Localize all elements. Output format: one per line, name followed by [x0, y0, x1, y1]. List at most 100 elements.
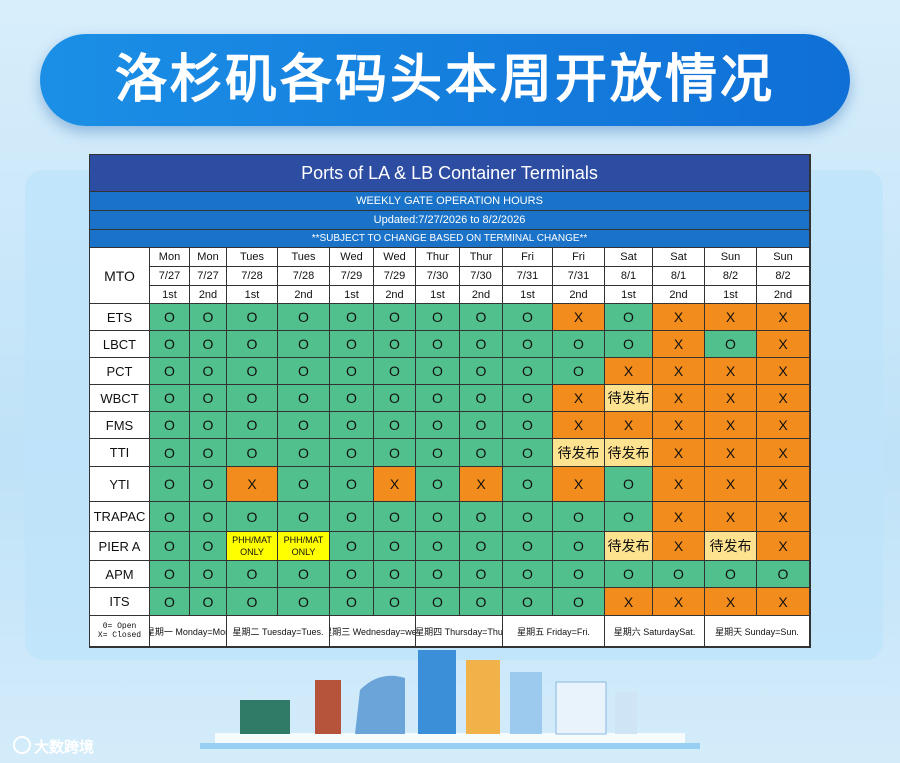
status-cell: X	[757, 467, 810, 502]
status-cell: O	[503, 532, 553, 561]
status-cell: O	[416, 331, 460, 358]
day-header: Mon	[190, 248, 227, 267]
status-cell: O	[605, 467, 653, 502]
terminal-name: APM	[90, 561, 150, 588]
day-header: Wed	[374, 248, 416, 267]
status-cell: O	[374, 331, 416, 358]
status-cell: O	[150, 304, 190, 331]
status-cell: O	[227, 412, 278, 439]
status-cell: X	[705, 358, 757, 385]
status-cell: X	[705, 412, 757, 439]
shift-header: 1st	[150, 286, 190, 304]
status-cell: X	[705, 439, 757, 467]
status-cell: O	[460, 331, 503, 358]
status-cell: O	[553, 358, 605, 385]
status-cell: O	[460, 412, 503, 439]
terminal-name: PCT	[90, 358, 150, 385]
status-cell: O	[605, 331, 653, 358]
status-cell: O	[374, 502, 416, 532]
shift-header: 2nd	[374, 286, 416, 304]
terminal-name: YTI	[90, 467, 150, 502]
shift-header: 1st	[605, 286, 653, 304]
status-cell: O	[227, 588, 278, 616]
status-cell: O	[278, 588, 330, 616]
status-cell: X	[653, 331, 705, 358]
shift-header: 2nd	[553, 286, 605, 304]
status-cell: O	[330, 532, 374, 561]
status-cell: O	[416, 304, 460, 331]
status-cell: 待发布	[605, 439, 653, 467]
status-cell: O	[374, 532, 416, 561]
status-cell: O	[605, 502, 653, 532]
status-cell: X	[460, 467, 503, 502]
status-cell: O	[278, 561, 330, 588]
status-cell: O	[503, 467, 553, 502]
status-cell: O	[190, 439, 227, 467]
status-cell: O	[553, 561, 605, 588]
status-cell: X	[653, 304, 705, 331]
day-note: 星期一 Monday=Mon	[150, 616, 227, 647]
status-cell: O	[416, 439, 460, 467]
status-cell: O	[330, 412, 374, 439]
status-cell: O	[150, 502, 190, 532]
status-cell: X	[653, 467, 705, 502]
status-cell: X	[605, 588, 653, 616]
status-cell: O	[150, 358, 190, 385]
status-cell: O	[503, 561, 553, 588]
status-cell: X	[653, 412, 705, 439]
status-cell: O	[460, 532, 503, 561]
status-cell: O	[416, 588, 460, 616]
status-cell: X	[757, 331, 810, 358]
terminal-name: ITS	[90, 588, 150, 616]
status-cell: O	[278, 502, 330, 532]
status-cell: O	[190, 385, 227, 412]
status-cell: O	[757, 561, 810, 588]
corner-header: MTO	[90, 248, 150, 304]
status-cell: O	[278, 331, 330, 358]
legend-item: X= Closed	[97, 631, 142, 640]
status-cell: O	[374, 385, 416, 412]
status-cell: O	[150, 467, 190, 502]
legend-item: 0= Open	[102, 622, 137, 631]
day-header: Fri	[503, 248, 553, 267]
terminal-name: TTI	[90, 439, 150, 467]
status-cell: O	[503, 412, 553, 439]
status-cell: O	[190, 502, 227, 532]
status-cell: O	[503, 588, 553, 616]
status-cell: O	[416, 412, 460, 439]
day-header: Thur	[416, 248, 460, 267]
shift-header: 1st	[330, 286, 374, 304]
status-cell: O	[150, 331, 190, 358]
day-note: 星期二 Tuesday=Tues.	[227, 616, 330, 647]
status-cell: O	[460, 304, 503, 331]
status-cell: O	[503, 502, 553, 532]
table-note: **SUBJECT TO CHANGE BASED ON TERMINAL CH…	[90, 230, 810, 248]
day-header: Tues	[278, 248, 330, 267]
date-header: 8/1	[653, 267, 705, 286]
status-cell: O	[330, 331, 374, 358]
status-cell: O	[460, 561, 503, 588]
status-cell: O	[460, 588, 503, 616]
status-cell: O	[330, 561, 374, 588]
status-cell: 待发布	[553, 439, 605, 467]
status-cell: O	[330, 439, 374, 467]
day-header: Sat	[605, 248, 653, 267]
status-cell: X	[653, 532, 705, 561]
status-cell: O	[150, 439, 190, 467]
status-cell: O	[416, 358, 460, 385]
terminal-name: TRAPAC	[90, 502, 150, 532]
day-header: Thur	[460, 248, 503, 267]
status-cell: O	[503, 358, 553, 385]
status-cell: O	[190, 467, 227, 502]
status-cell: O	[460, 385, 503, 412]
date-header: 7/31	[553, 267, 605, 286]
status-cell: X	[374, 467, 416, 502]
status-cell: X	[605, 412, 653, 439]
date-header: 8/1	[605, 267, 653, 286]
shift-header: 1st	[416, 286, 460, 304]
day-note: 星期四 Thursday=Thu	[416, 616, 503, 647]
terminal-name: LBCT	[90, 331, 150, 358]
date-header: 8/2	[705, 267, 757, 286]
